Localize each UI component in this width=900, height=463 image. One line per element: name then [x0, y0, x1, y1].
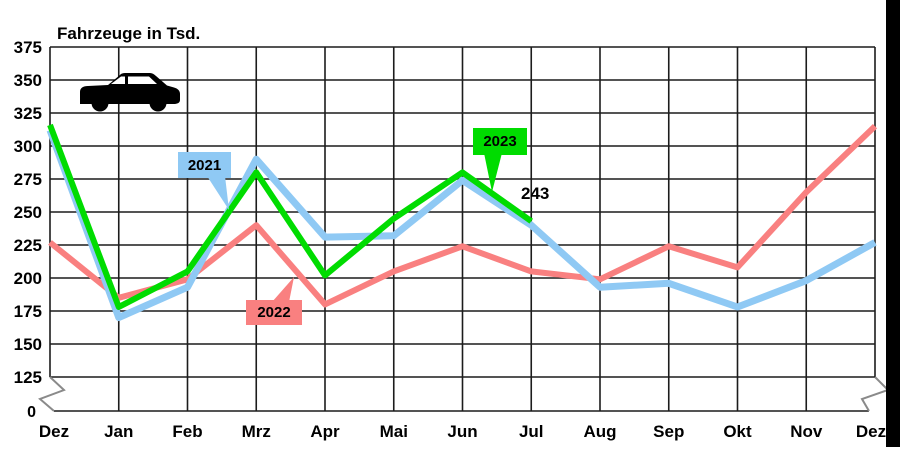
- legend-callout-2021: 2021: [178, 152, 231, 178]
- y-axis-label-200: 200: [14, 269, 42, 288]
- legend-label-2022: 2022: [257, 304, 291, 321]
- callout-tail-2021: [207, 176, 229, 210]
- callout-tail-2023: [484, 153, 502, 192]
- y-axis-label-250: 250: [14, 203, 42, 222]
- right-black-bar: [886, 0, 900, 447]
- callout-tail-2022: [272, 277, 294, 302]
- x-axis-label-12: Dez: [856, 422, 886, 441]
- x-axis-label-8: Aug: [583, 422, 616, 441]
- series-line-2023: [47, 123, 533, 310]
- series-line-2021: [46, 128, 877, 322]
- car-icon: [80, 73, 180, 112]
- chart-title: Fahrzeuge in Tsd.: [57, 24, 201, 43]
- y-axis-label-300: 300: [14, 137, 42, 156]
- y-axis-label-325: 325: [14, 104, 42, 123]
- legend-label-2021: 2021: [187, 156, 222, 174]
- x-axis-label-5: Mai: [380, 422, 408, 441]
- y-axis-label-175: 175: [14, 302, 42, 321]
- y-axis-label-225: 225: [14, 236, 42, 255]
- x-axis-label-10: Okt: [723, 422, 752, 441]
- y-axis-label-375: 375: [14, 38, 42, 57]
- x-axis-label-4: Apr: [310, 422, 340, 441]
- legend-callout-2023: 2023: [473, 128, 527, 155]
- x-axis-label-3: Mrz: [242, 422, 271, 441]
- value-label-annotation: 243: [521, 184, 550, 203]
- y-axis-label-350: 350: [14, 71, 42, 90]
- y-axis-label-0: 0: [27, 404, 36, 421]
- x-axis-label-7: Jul: [519, 422, 544, 441]
- axis-break-left: [38, 376, 66, 412]
- legend-callout-2022: 2022: [246, 300, 302, 325]
- y-axis-label-125: 125: [14, 368, 42, 387]
- x-axis-label-11: Nov: [790, 422, 823, 441]
- y-axis-label-275: 275: [14, 170, 42, 189]
- axis-break-right: [860, 376, 890, 412]
- y-axis-label-150: 150: [14, 335, 42, 354]
- x-axis-label-1: Jan: [104, 422, 133, 441]
- x-axis-label-2: Feb: [172, 422, 202, 441]
- x-axis-label-6: Jun: [447, 422, 477, 441]
- series-line-2022: [48, 124, 878, 308]
- x-axis-label-0: Dez: [39, 422, 69, 441]
- x-axis-label-9: Sep: [653, 422, 684, 441]
- legend-label-2023: 2023: [483, 133, 517, 150]
